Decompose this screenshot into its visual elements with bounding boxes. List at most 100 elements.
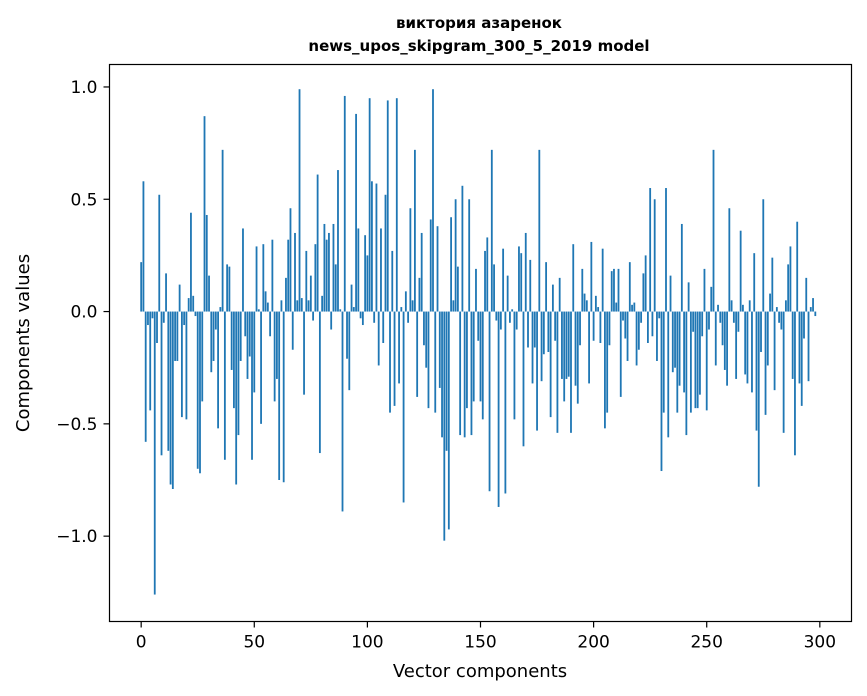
y-tick-label-0: −1.0: [56, 527, 97, 547]
bar-148: [475, 268, 477, 312]
bar-196: [583, 293, 586, 312]
y-tick-label-2: 0.0: [70, 303, 97, 323]
y-tick-label-1: −0.5: [56, 415, 97, 435]
bar-236: [674, 311, 676, 368]
bar-54: [262, 244, 265, 312]
bar-63: [282, 311, 285, 483]
bar-144: [466, 311, 468, 409]
bar-263: [735, 311, 738, 379]
bar-247: [699, 311, 701, 395]
bar-56: [266, 302, 269, 312]
bar-226: [651, 311, 654, 337]
bar-195: [581, 268, 584, 312]
bar-45: [242, 228, 244, 312]
bar-294: [805, 277, 808, 312]
bar-160: [502, 248, 505, 312]
bar-11: [165, 273, 167, 312]
bar-145: [468, 199, 471, 312]
bar-69: [296, 300, 299, 312]
bar-181: [549, 311, 552, 418]
bar-135: [445, 311, 448, 451]
bar-272: [755, 311, 758, 431]
bar-172: [529, 259, 532, 312]
bar-274: [760, 311, 762, 352]
bar-99: [364, 235, 367, 312]
bar-292: [800, 311, 803, 406]
bar-249: [703, 268, 706, 312]
bar-165: [513, 311, 516, 420]
bar-88: [339, 309, 342, 312]
bar-16: [176, 311, 179, 361]
bar-62: [280, 300, 283, 312]
bar-65: [287, 239, 290, 312]
bar-22: [190, 212, 192, 312]
bar-245: [694, 311, 697, 409]
bar-194: [579, 311, 581, 346]
bar-113: [395, 98, 398, 312]
bar-75: [309, 275, 312, 312]
bar-124: [420, 232, 423, 312]
bar-94: [352, 307, 355, 312]
bar-279: [771, 257, 774, 312]
bar-293: [803, 311, 805, 339]
bar-130: [434, 311, 437, 413]
bar-24: [194, 311, 197, 317]
x-tick-label-250: 250: [690, 633, 722, 653]
bar-151: [481, 311, 484, 420]
bar-18: [180, 311, 183, 418]
bar-229: [658, 311, 661, 319]
bar-237: [676, 311, 679, 413]
bar-149: [477, 311, 480, 341]
bar-278: [769, 293, 771, 312]
x-axis-ticks: 0 50 100 150 200 250 300: [136, 621, 836, 653]
bar-114: [398, 311, 400, 384]
bar-101: [368, 98, 371, 312]
bar-87: [337, 170, 339, 312]
bar-57: [269, 311, 272, 337]
bar-280: [773, 311, 776, 391]
bar-215: [626, 311, 629, 361]
chart-subtitle: news_upos_skipgram_300_5_2019 model: [308, 37, 649, 55]
bar-12: [167, 311, 170, 451]
bar-260: [728, 208, 731, 312]
y-axis-ticks: −1.0 −0.5 0.0 0.5 1.0: [56, 78, 110, 547]
bar-43: [237, 311, 240, 436]
bar-102: [371, 181, 373, 312]
bar-177: [540, 311, 543, 382]
bar-233: [667, 311, 670, 438]
bar-255: [717, 304, 719, 312]
bar-117: [404, 291, 407, 312]
bar-93: [350, 284, 353, 312]
bar-134: [443, 311, 446, 541]
bar-97: [359, 311, 362, 319]
bar-205: [604, 311, 606, 429]
bar-200: [592, 311, 595, 341]
bar-84: [330, 311, 333, 330]
bar-204: [601, 248, 604, 312]
bar-115: [400, 307, 403, 312]
bar-174: [533, 311, 536, 348]
bar-257: [721, 311, 724, 346]
bar-59: [273, 311, 276, 402]
bar-291: [798, 311, 801, 384]
bar-44: [239, 311, 242, 361]
bar-282: [778, 311, 781, 323]
bar-267: [744, 311, 747, 375]
bar-244: [692, 311, 695, 332]
bar-147: [472, 311, 475, 402]
bar-276: [764, 311, 767, 415]
bar-103: [373, 311, 376, 323]
bar-155: [490, 149, 493, 312]
bar-81: [323, 223, 326, 312]
bar-158: [497, 311, 500, 507]
bar-232: [665, 188, 667, 312]
bar-127: [427, 311, 430, 409]
bar-39: [228, 266, 231, 312]
bar-121: [413, 149, 416, 312]
bar-259: [726, 311, 728, 386]
bar-271: [753, 253, 756, 312]
bar-252: [710, 286, 713, 312]
bar-175: [536, 311, 538, 431]
bar-218: [633, 302, 636, 312]
bar-122: [416, 311, 419, 397]
